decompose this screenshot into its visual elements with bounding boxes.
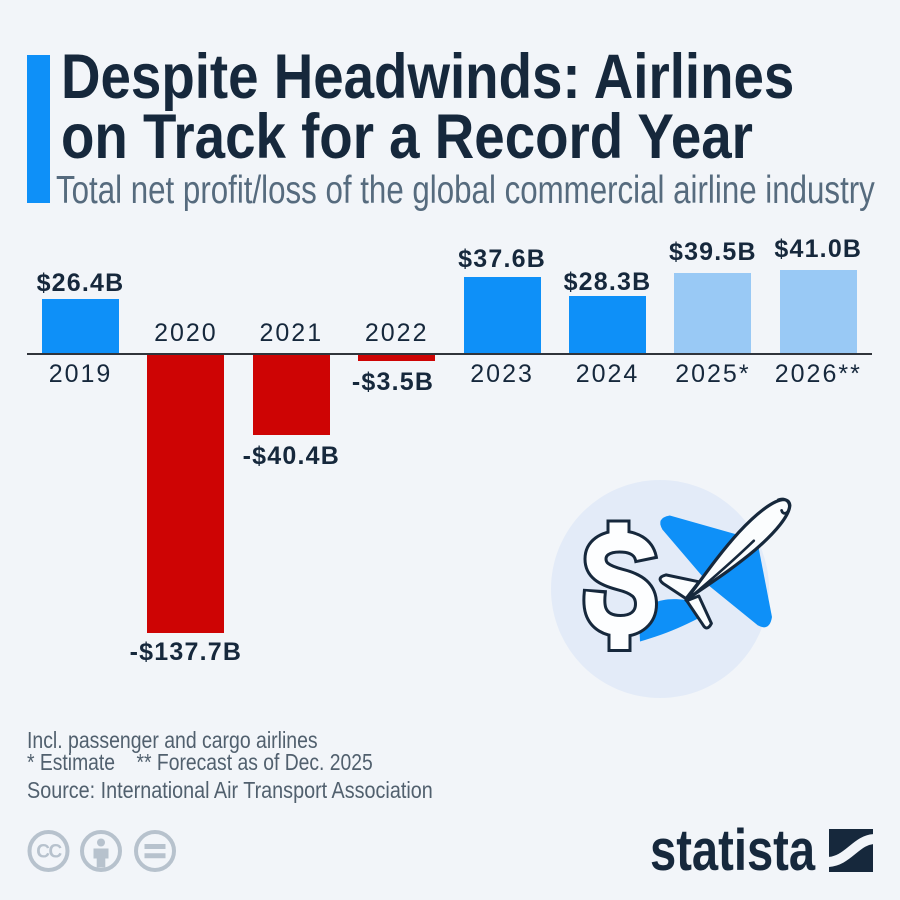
svg-text:CC: CC: [36, 842, 62, 863]
